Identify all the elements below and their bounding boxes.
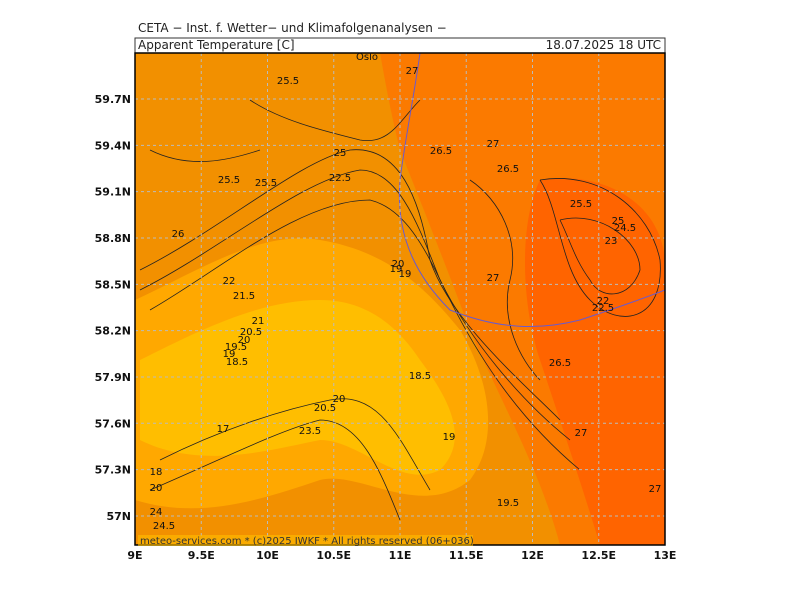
contour-label: 27 bbox=[575, 428, 588, 439]
valid-time: 18.07.2025 18 UTC bbox=[546, 38, 661, 52]
variable: Apparent Temperature [C] bbox=[138, 38, 295, 52]
lon-tick-label: 10E bbox=[256, 549, 279, 562]
contour-label: 21 bbox=[252, 316, 265, 327]
contour-label: 20.5 bbox=[314, 403, 336, 414]
contour-label: 26.5 bbox=[549, 358, 571, 369]
lat-tick-label: 59.7N bbox=[95, 93, 131, 106]
footer-bg bbox=[138, 535, 473, 546]
field bbox=[135, 53, 665, 545]
contours bbox=[139, 99, 661, 521]
lon-tick-label: 9E bbox=[127, 549, 142, 562]
contour-label: 19 bbox=[443, 432, 456, 443]
contour-label: 27 bbox=[649, 484, 662, 495]
contour-label: 18.5 bbox=[226, 357, 248, 368]
contour-label: 20.5 bbox=[240, 327, 262, 338]
contour-label: 22.5 bbox=[329, 173, 351, 184]
contour-label: 25 bbox=[334, 148, 347, 159]
lat-tick-label: 58.5N bbox=[95, 278, 131, 291]
contour-label: 24 bbox=[150, 507, 163, 518]
contour-label: 27 bbox=[487, 139, 500, 150]
lon-tick-label: 11.5E bbox=[449, 549, 484, 562]
contour-label: 23 bbox=[605, 236, 618, 247]
contour-label: 25.5 bbox=[570, 199, 592, 210]
lat-tick-label: 58.8N bbox=[95, 232, 131, 245]
contour-label: 18.5 bbox=[409, 371, 431, 382]
contour-label: 25 bbox=[612, 216, 625, 227]
contour-label: 18 bbox=[150, 467, 163, 478]
contour-label: 21.5 bbox=[233, 291, 255, 302]
lon-tick-label: 11E bbox=[389, 549, 412, 562]
lat-tick-label: 59.4N bbox=[95, 139, 131, 152]
contour-label: 22 bbox=[597, 296, 610, 307]
place-label: Oslo bbox=[356, 52, 378, 63]
contour-label: 26 bbox=[172, 229, 185, 240]
lat-tick-label: 57.3N bbox=[95, 464, 131, 477]
ticks: 59.7N 59.4N 59.1N 58.8N 58.5N 58.2N 57.9N 57.6N… bbox=[95, 93, 677, 562]
lat-tick-label: 58.2N bbox=[95, 325, 131, 338]
contour-label: 19 bbox=[223, 349, 236, 360]
lon-tick-label: 9.5E bbox=[188, 549, 215, 562]
contour-label: 25.5 bbox=[255, 178, 277, 189]
lat-tick-label: 59.1N bbox=[95, 186, 131, 199]
hot-zone bbox=[525, 178, 665, 545]
contour-label: 26.5 bbox=[430, 146, 452, 157]
contour-label: 19 bbox=[390, 264, 403, 275]
footer: meteo-services.com * (c)2025 IWKF * All … bbox=[140, 536, 474, 547]
cool-zone bbox=[140, 300, 455, 475]
contour-label: 23.5 bbox=[299, 426, 321, 437]
lon-tick-label: 12E bbox=[521, 549, 544, 562]
lon-tick-label: 13E bbox=[654, 549, 677, 562]
contour-label: 19.5 bbox=[225, 342, 247, 353]
contour-label: 27 bbox=[406, 66, 419, 77]
contour-label: 25.5 bbox=[277, 76, 299, 87]
contour-label: 19 bbox=[399, 269, 412, 280]
contour-label: 22 bbox=[223, 276, 236, 287]
border bbox=[398, 53, 665, 328]
lat-tick-label: 57.6N bbox=[95, 417, 131, 430]
contour-label: 20 bbox=[392, 259, 405, 270]
contour-label: 17 bbox=[217, 424, 230, 435]
contour-label: 26.5 bbox=[497, 164, 519, 175]
contour-label: 25.5 bbox=[218, 175, 240, 186]
lat-tick-label: 57.9N bbox=[95, 371, 131, 384]
lon-tick-label: 12.5E bbox=[581, 549, 616, 562]
lat-tick-label: 57N bbox=[106, 510, 131, 523]
contour-label: 22.5 bbox=[592, 303, 614, 314]
grid bbox=[135, 53, 665, 545]
contour-label: 20 bbox=[333, 394, 346, 405]
contour-label: 24.5 bbox=[614, 223, 636, 234]
contour-label: 27 bbox=[487, 273, 500, 284]
contour-label: 19.5 bbox=[497, 498, 519, 509]
contour-label: 20 bbox=[238, 335, 251, 346]
lon-tick-label: 10.5E bbox=[316, 549, 351, 562]
institute: CETA − Inst. f. Wetter− und Klimafolgena… bbox=[138, 21, 447, 35]
contour-label: 24.5 bbox=[153, 521, 175, 532]
contour-label: 20 bbox=[150, 483, 163, 494]
